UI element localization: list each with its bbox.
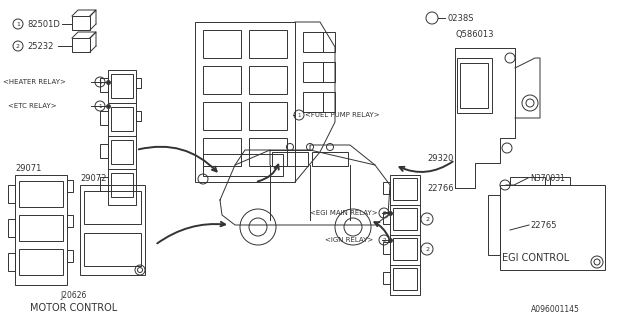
Text: 82501D: 82501D: [27, 20, 60, 28]
Bar: [100, 177, 108, 191]
Bar: [550, 177, 570, 185]
Bar: [249, 30, 287, 58]
Bar: [19, 215, 63, 241]
Bar: [19, 181, 63, 207]
Text: <IGN RELAY>: <IGN RELAY>: [325, 237, 373, 243]
Bar: [510, 177, 545, 185]
Bar: [249, 102, 287, 130]
Bar: [303, 32, 323, 52]
Bar: [203, 154, 283, 176]
Bar: [393, 238, 417, 260]
Bar: [8, 185, 15, 203]
Text: 1: 1: [16, 21, 20, 27]
Text: 29072: 29072: [80, 173, 106, 182]
Bar: [249, 138, 287, 166]
Bar: [203, 138, 241, 166]
Bar: [500, 185, 605, 270]
Bar: [67, 250, 73, 262]
Bar: [383, 242, 390, 254]
Text: 0238S: 0238S: [447, 13, 474, 22]
Bar: [19, 249, 63, 275]
Text: 2: 2: [382, 237, 386, 243]
Bar: [67, 180, 73, 192]
Bar: [72, 16, 90, 30]
Bar: [393, 268, 417, 290]
Text: 2: 2: [425, 217, 429, 221]
Text: <HEATER RELAY>: <HEATER RELAY>: [3, 79, 66, 85]
Text: J20626: J20626: [60, 291, 86, 300]
Text: 1: 1: [297, 113, 301, 117]
Bar: [100, 78, 108, 92]
Bar: [383, 212, 390, 224]
Text: Q586013: Q586013: [456, 29, 495, 38]
Bar: [272, 152, 308, 166]
Text: 29320: 29320: [427, 154, 453, 163]
Text: <FUEL PUMP RELAY>: <FUEL PUMP RELAY>: [305, 112, 380, 118]
Text: N370031: N370031: [530, 173, 565, 182]
Bar: [383, 272, 390, 284]
Bar: [323, 32, 335, 52]
Bar: [72, 38, 90, 52]
Text: 29071: 29071: [15, 164, 42, 172]
Bar: [108, 70, 136, 205]
Text: EGI CONTROL: EGI CONTROL: [502, 253, 569, 263]
Bar: [383, 182, 390, 194]
Bar: [100, 144, 108, 158]
Bar: [111, 107, 133, 131]
Bar: [457, 58, 492, 113]
Bar: [136, 111, 141, 121]
Text: 2: 2: [425, 246, 429, 252]
Bar: [15, 175, 67, 285]
Bar: [203, 102, 241, 130]
Text: <EGI MAIN RELAY>: <EGI MAIN RELAY>: [310, 210, 378, 216]
Bar: [111, 74, 133, 98]
Bar: [249, 66, 287, 94]
Bar: [84, 233, 141, 266]
Bar: [195, 22, 295, 182]
Bar: [8, 253, 15, 271]
Bar: [303, 92, 323, 112]
Text: 22766: 22766: [427, 183, 454, 193]
Text: A096001145: A096001145: [531, 306, 580, 315]
Text: 1: 1: [99, 79, 102, 84]
Bar: [80, 185, 145, 275]
Text: MOTOR CONTROL: MOTOR CONTROL: [30, 303, 117, 313]
Bar: [111, 140, 133, 164]
Bar: [84, 191, 141, 224]
Bar: [488, 195, 500, 255]
Text: 2: 2: [16, 44, 20, 49]
Bar: [100, 111, 108, 125]
Bar: [303, 62, 323, 82]
Bar: [136, 78, 141, 88]
Bar: [312, 152, 348, 166]
Text: 1: 1: [99, 103, 102, 108]
Bar: [323, 92, 335, 112]
Bar: [323, 62, 335, 82]
Bar: [460, 63, 488, 108]
Bar: [67, 215, 73, 227]
Text: 22765: 22765: [530, 220, 557, 229]
Bar: [8, 219, 15, 237]
Bar: [390, 175, 420, 295]
Bar: [203, 30, 241, 58]
Text: 2: 2: [382, 211, 386, 215]
Text: 25232: 25232: [27, 42, 53, 51]
Bar: [111, 173, 133, 197]
Bar: [393, 208, 417, 230]
Bar: [393, 178, 417, 200]
Bar: [203, 66, 241, 94]
Text: <ETC RELAY>: <ETC RELAY>: [8, 103, 56, 109]
